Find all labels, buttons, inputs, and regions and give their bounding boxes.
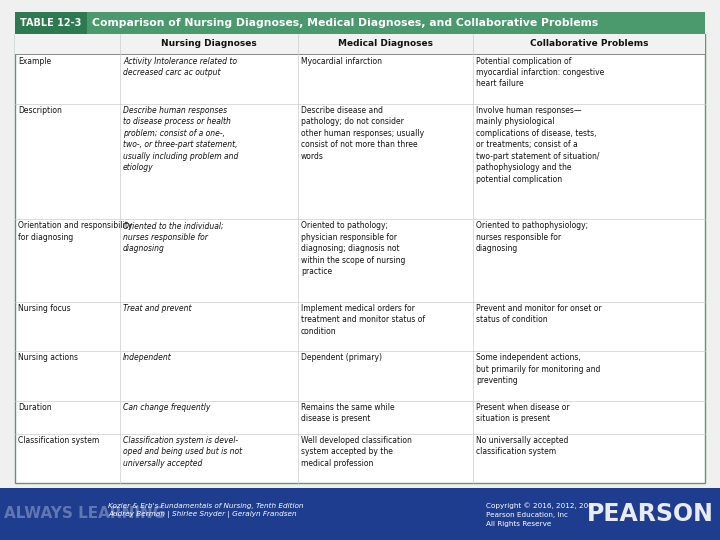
- Text: Nursing Diagnoses: Nursing Diagnoses: [161, 39, 257, 49]
- Text: Treat and prevent: Treat and prevent: [123, 304, 192, 313]
- Text: ALWAYS LEARNING: ALWAYS LEARNING: [4, 507, 166, 522]
- Text: Example: Example: [18, 57, 51, 65]
- Text: Myocardial infarction: Myocardial infarction: [301, 57, 382, 65]
- Bar: [15, 34, 705, 54]
- Text: Duration: Duration: [18, 403, 52, 412]
- Text: Well developed classification
system accepted by the
medical profession: Well developed classification system acc…: [301, 436, 412, 468]
- Text: Involve human responses—
mainly physiological
complications of disease, tests,
o: Involve human responses— mainly physiolo…: [476, 106, 600, 184]
- Text: Classification system is devel-
oped and being used but is not
universally accep: Classification system is devel- oped and…: [123, 436, 242, 468]
- Text: Can change frequently: Can change frequently: [123, 403, 210, 412]
- Text: Copyright © 2016, 2012, 200
Pearson Education, Inc
All Rights Reserve: Copyright © 2016, 2012, 200 Pearson Educ…: [486, 503, 593, 526]
- Text: Present when disease or
situation is present: Present when disease or situation is pre…: [476, 403, 570, 423]
- Text: Dependent (primary): Dependent (primary): [301, 354, 382, 362]
- Text: Independent: Independent: [123, 354, 172, 362]
- Bar: [15, 34, 705, 483]
- Text: Implement medical orders for
treatment and monitor status of
condition: Implement medical orders for treatment a…: [301, 304, 425, 336]
- Bar: [15, 12, 87, 34]
- Text: Collaborative Problems: Collaborative Problems: [530, 39, 648, 49]
- Text: Some independent actions,
but primarily for monitoring and
preventing: Some independent actions, but primarily …: [476, 354, 600, 386]
- Bar: [0, 488, 720, 540]
- Text: Prevent and monitor for onset or
status of condition: Prevent and monitor for onset or status …: [476, 304, 602, 325]
- Text: Description: Description: [18, 106, 62, 115]
- Text: Classification system: Classification system: [18, 436, 99, 445]
- Text: No universally accepted
classification system: No universally accepted classification s…: [476, 436, 568, 456]
- Text: Comparison of Nursing Diagnoses, Medical Diagnoses, and Collaborative Problems: Comparison of Nursing Diagnoses, Medical…: [92, 18, 598, 28]
- Text: Nursing actions: Nursing actions: [18, 354, 78, 362]
- Text: Oriented to the individual;
nurses responsible for
diagnosing: Oriented to the individual; nurses respo…: [123, 221, 224, 253]
- Text: Oriented to pathology;
physician responsible for
diagnosing; diagnosis not
withi: Oriented to pathology; physician respons…: [301, 221, 405, 276]
- Text: PEARSON: PEARSON: [587, 502, 714, 526]
- Text: Orientation and responsibility
for diagnosing: Orientation and responsibility for diagn…: [18, 221, 132, 242]
- Bar: [15, 12, 705, 34]
- Text: Nursing focus: Nursing focus: [18, 304, 71, 313]
- Text: Describe disease and
pathology; do not consider
other human responses; usually
c: Describe disease and pathology; do not c…: [301, 106, 424, 161]
- Text: TABLE 12-3: TABLE 12-3: [20, 18, 81, 28]
- Text: Oriented to pathophysiology;
nurses responsible for
diagnosing: Oriented to pathophysiology; nurses resp…: [476, 221, 588, 253]
- Text: Remains the same while
disease is present: Remains the same while disease is presen…: [301, 403, 395, 423]
- Text: Kozier & Erb's Fundamentals of Nursing, Tenth Edition
Audrey Berman | Shirlee Sn: Kozier & Erb's Fundamentals of Nursing, …: [108, 503, 304, 518]
- Text: Medical Diagnoses: Medical Diagnoses: [338, 39, 433, 49]
- Text: Describe human responses
to disease process or health
problem; consist of a one-: Describe human responses to disease proc…: [123, 106, 238, 172]
- Text: Activity Intolerance related to
decreased carc ac output: Activity Intolerance related to decrease…: [123, 57, 237, 77]
- Text: Potential complication of
myocardial infarction: congestive
heart failure: Potential complication of myocardial inf…: [476, 57, 604, 89]
